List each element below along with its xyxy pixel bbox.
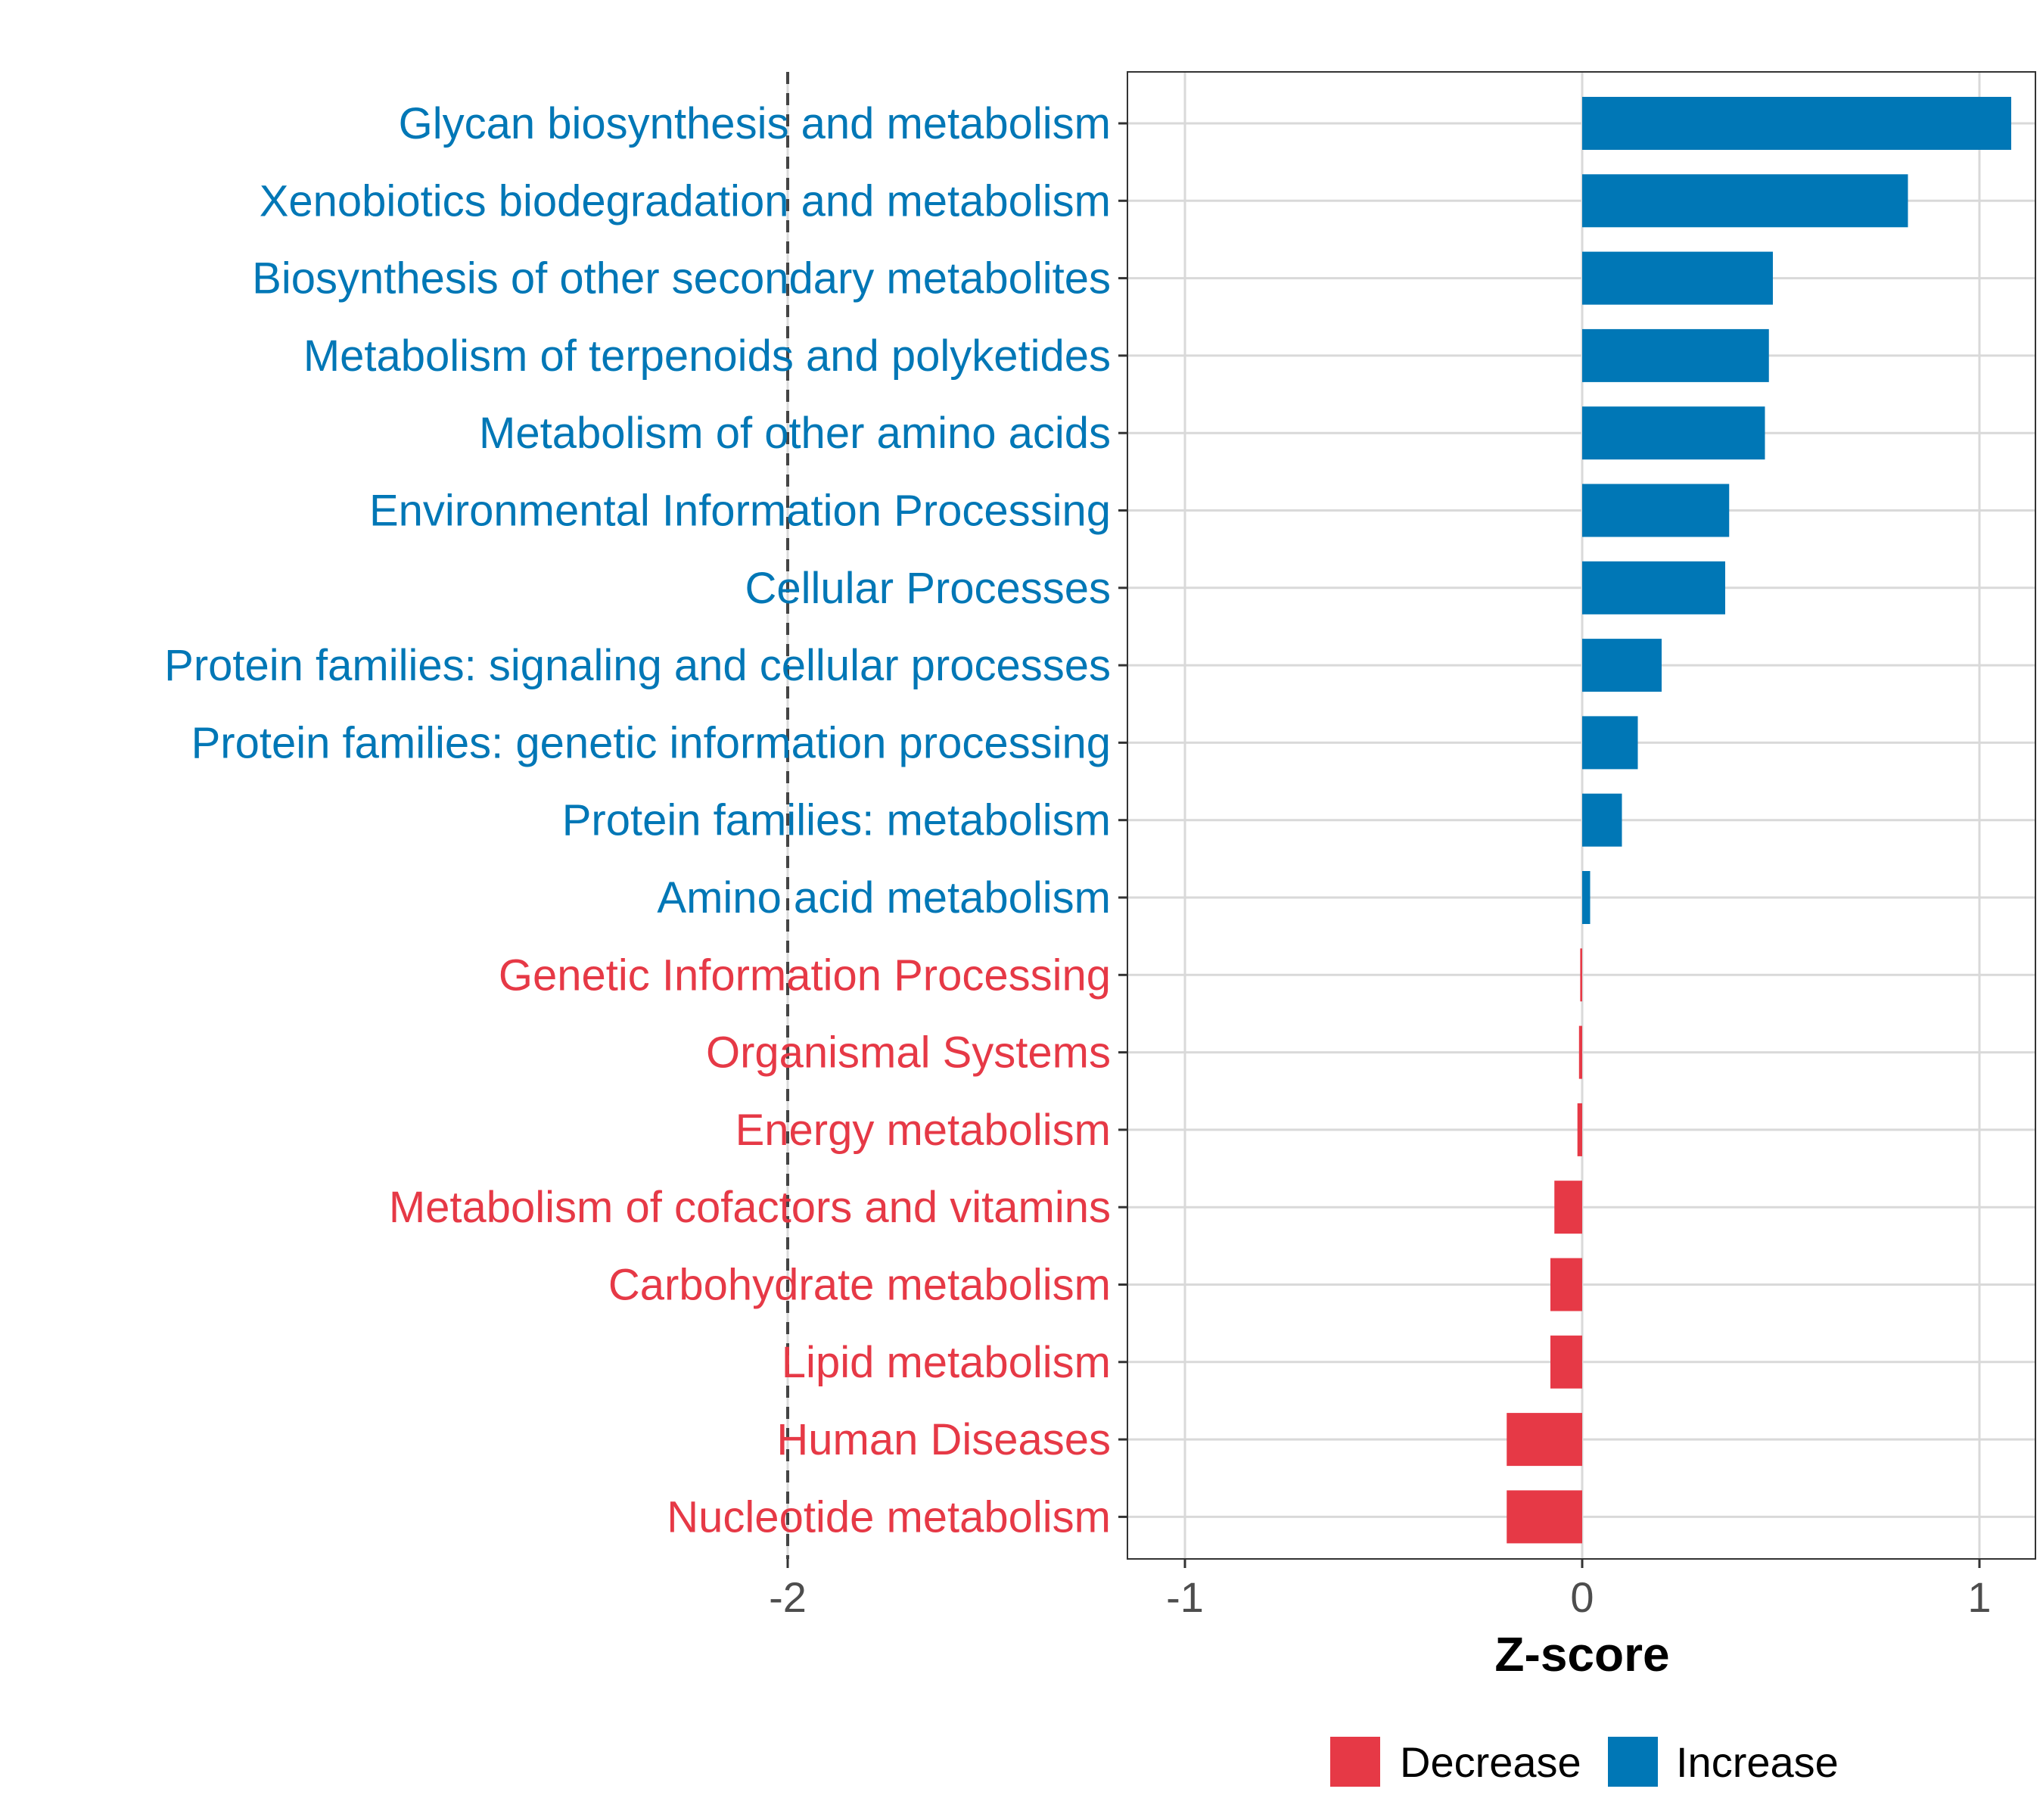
x-tick-label: -1: [1166, 1573, 1204, 1621]
bar: [1578, 1025, 1582, 1079]
bar: [1580, 948, 1582, 1002]
y-tick-label: Metabolism of terpenoids and polyketides: [303, 331, 1111, 381]
y-tick-label: Nucleotide metabolism: [667, 1492, 1111, 1542]
y-tick-label: Lipid metabolism: [782, 1338, 1111, 1387]
bar: [1582, 406, 1765, 460]
bar: [1582, 174, 1908, 228]
bar: [1507, 1490, 1582, 1544]
y-tick-label: Genetic Information Processing: [499, 950, 1111, 1000]
y-tick-label: Energy metabolism: [735, 1106, 1111, 1155]
y-tick-label: Xenobiotics biodegradation and metabolis…: [260, 176, 1111, 226]
bar: [1582, 716, 1638, 770]
y-tick-label: Glycan biosynthesis and metabolism: [399, 99, 1111, 148]
x-tick-label: 0: [1570, 1573, 1594, 1621]
bar: [1582, 871, 1591, 924]
y-tick-label: Protein families: genetic information pr…: [191, 718, 1111, 767]
legend: Decrease Increase: [1330, 1737, 1839, 1787]
y-axis-ticks: [1118, 122, 1127, 1518]
bar: [1582, 793, 1622, 847]
bar: [1577, 1103, 1582, 1156]
bar: [1582, 251, 1773, 305]
bar: [1507, 1413, 1582, 1467]
y-tick-label: Biosynthesis of other secondary metaboli…: [252, 254, 1111, 303]
y-tick-label: Human Diseases: [776, 1415, 1111, 1464]
bar: [1582, 484, 1730, 537]
y-tick-label: Environmental Information Processing: [369, 487, 1111, 536]
y-tick-label: Carbohydrate metabolism: [608, 1261, 1111, 1310]
y-tick-label: Metabolism of cofactors and vitamins: [389, 1183, 1111, 1232]
bars: [1507, 97, 2011, 1544]
y-tick-label: Organismal Systems: [706, 1028, 1111, 1078]
bar: [1582, 639, 1662, 692]
bar: [1550, 1335, 1582, 1389]
bar: [1554, 1181, 1582, 1234]
y-axis-labels: Glycan biosynthesis and metabolism Xenobi…: [164, 99, 1111, 1542]
bar: [1582, 328, 1769, 382]
y-tick-label: Cellular Processes: [745, 564, 1111, 613]
y-tick-label: Protein families: signaling and cellular…: [164, 641, 1111, 690]
x-tick-label: 1: [1967, 1573, 1991, 1621]
bar: [1582, 97, 2011, 150]
y-tick-label: Amino acid metabolism: [657, 873, 1111, 922]
x-tick-label: -2: [769, 1573, 807, 1621]
bar: [1582, 561, 1725, 614]
y-tick-label: Protein families: metabolism: [562, 796, 1111, 845]
reference-lines: [786, 72, 789, 1559]
legend-swatch: [1330, 1737, 1380, 1787]
legend-swatch: [1608, 1737, 1658, 1787]
legend-label: Decrease: [1400, 1738, 1581, 1786]
bar: [1550, 1258, 1582, 1311]
y-tick-label: Metabolism of other amino acids: [479, 409, 1111, 458]
legend-label: Increase: [1676, 1738, 1839, 1786]
x-axis-title: Z-score: [1494, 1627, 1669, 1682]
x-axis-ticks: -2-1012: [769, 1559, 1992, 1621]
